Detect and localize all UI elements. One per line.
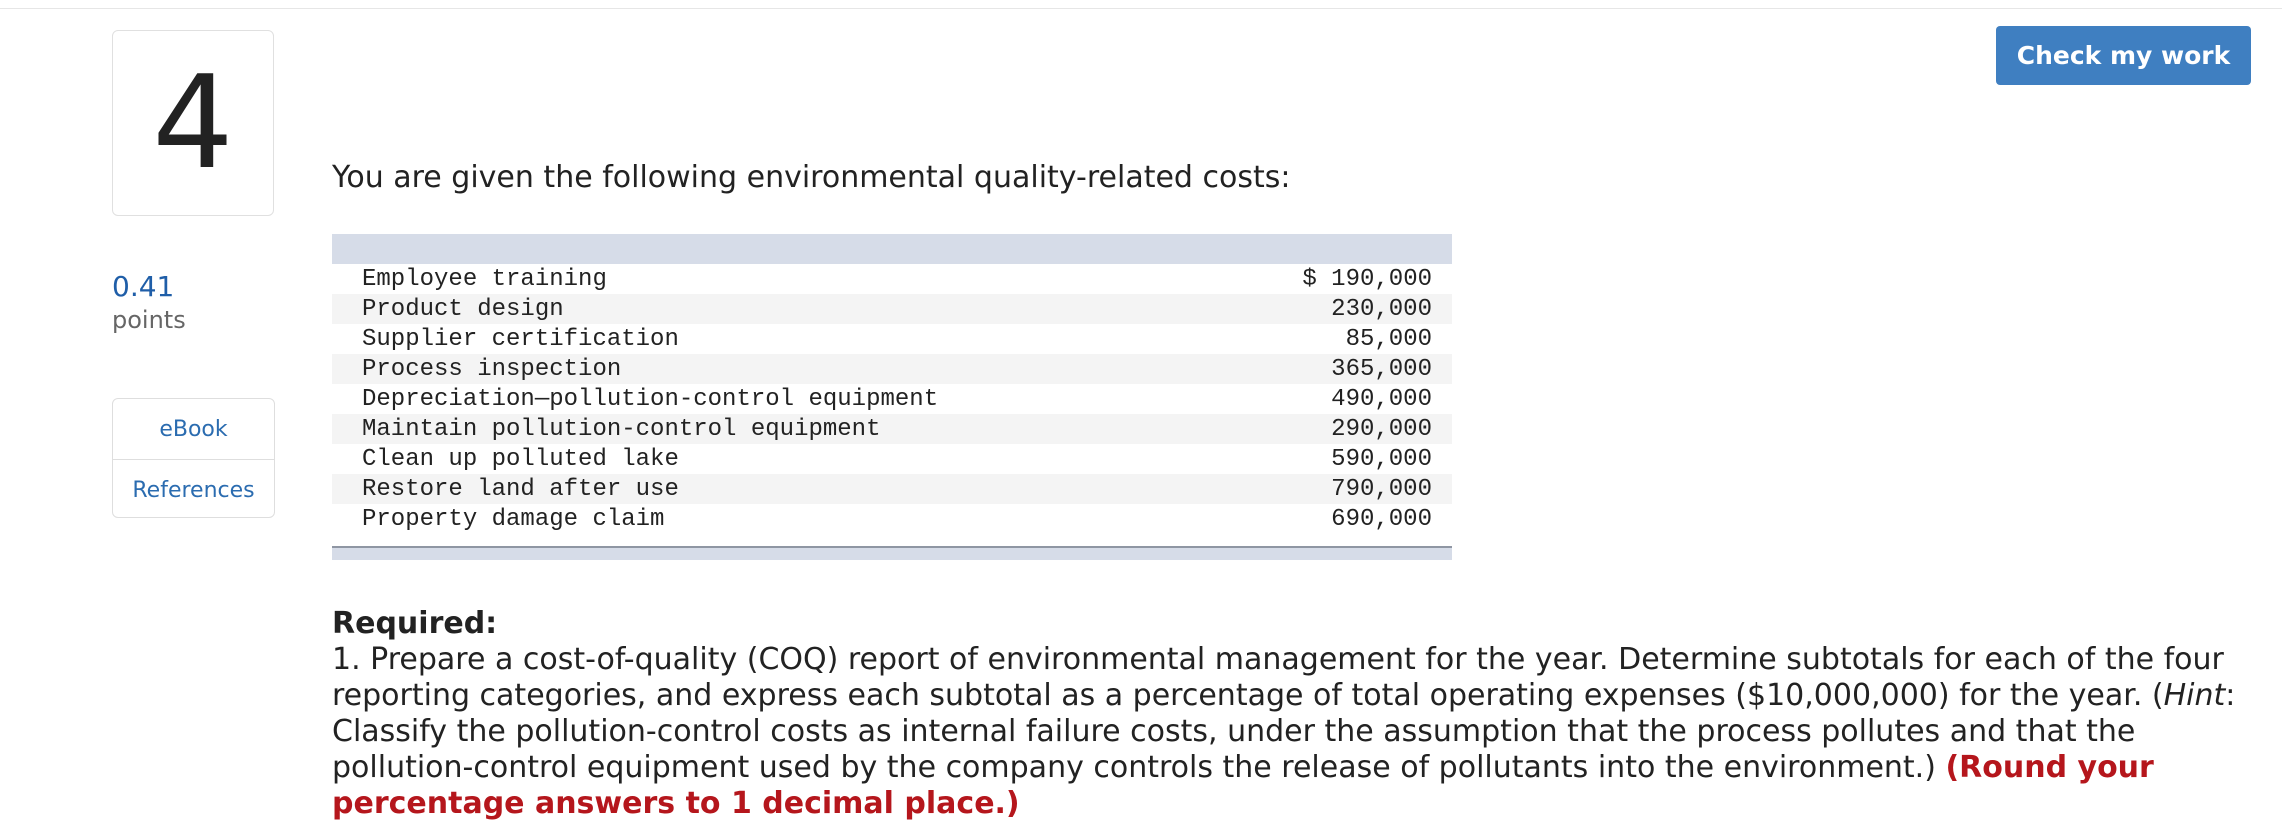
- question-intro: You are given the following environmenta…: [332, 160, 1291, 195]
- question-number: 4: [112, 30, 274, 216]
- resource-links: eBook References: [112, 398, 275, 518]
- cost-amount: 290,000: [1331, 415, 1432, 443]
- hint-word: Hint: [2163, 678, 2226, 713]
- top-divider: [0, 8, 2282, 9]
- points-label: points: [112, 306, 186, 334]
- table-row: Maintain pollution-control equipment 290,…: [332, 414, 1452, 444]
- required-text-part1: 1. Prepare a cost-of-quality (COQ) repor…: [332, 642, 2224, 713]
- table-row: Property damage claim 690,000: [332, 504, 1452, 534]
- cost-amount: 790,000: [1331, 475, 1432, 503]
- cost-label: Maintain pollution-control equipment: [362, 415, 881, 443]
- cost-amount: $ 190,000: [1302, 265, 1432, 293]
- rounding-instruction: (Round your percentage answers to 1 deci…: [332, 750, 2154, 821]
- table-row: Product design 230,000: [332, 294, 1452, 324]
- cost-label: Property damage claim: [362, 505, 665, 533]
- table-row: Clean up polluted lake 590,000: [332, 444, 1452, 474]
- cost-label: Product design: [362, 295, 564, 323]
- cost-amount: 365,000: [1331, 355, 1432, 383]
- cost-label: Clean up polluted lake: [362, 445, 679, 473]
- cost-label: Process inspection: [362, 355, 622, 383]
- required-section: Required: 1. Prepare a cost-of-quality (…: [332, 606, 2252, 822]
- cost-label: Employee training: [362, 265, 607, 293]
- table-header-band: [332, 234, 1452, 264]
- table-row: Supplier certification 85,000: [332, 324, 1452, 354]
- cost-label: Depreciation—pollution-control equipment: [362, 385, 939, 413]
- cost-amount: 490,000: [1331, 385, 1432, 413]
- references-link[interactable]: References: [113, 459, 274, 517]
- cost-label: Restore land after use: [362, 475, 679, 503]
- table-row: Depreciation—pollution-control equipment…: [332, 384, 1452, 414]
- cost-table: Employee training $ 190,000 Product desig…: [332, 234, 1452, 560]
- table-footer-band: [332, 546, 1452, 560]
- table-row: Process inspection 365,000: [332, 354, 1452, 384]
- cost-rows: Employee training $ 190,000 Product desig…: [332, 264, 1452, 534]
- ebook-link[interactable]: eBook: [159, 416, 228, 442]
- required-text-part2: : Classify the pollution-control costs a…: [332, 678, 2236, 785]
- check-my-work-button[interactable]: Check my work: [1996, 26, 2251, 85]
- cost-amount: 85,000: [1345, 325, 1432, 353]
- cost-amount: 690,000: [1331, 505, 1432, 533]
- points-value: 0.41: [112, 270, 175, 303]
- cost-label: Supplier certification: [362, 325, 679, 353]
- table-row: Restore land after use 790,000: [332, 474, 1452, 504]
- cost-amount: 590,000: [1331, 445, 1432, 473]
- cost-amount: 230,000: [1331, 295, 1432, 323]
- required-heading: Required:: [332, 606, 498, 641]
- table-row: Employee training $ 190,000: [332, 264, 1452, 294]
